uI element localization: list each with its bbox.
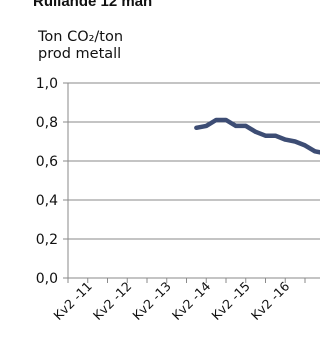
y-tick-label: 1,0 (36, 76, 58, 92)
y-tick-labels: 0,0 0,2 0,4 0,6 0,8 1,0 (36, 76, 58, 287)
x-tick-label: Kv2 -14 (169, 278, 214, 323)
axes (63, 82, 320, 283)
y-tick-label: 0,4 (36, 193, 58, 209)
series-line (194, 117, 320, 155)
x-tick-label: Kv2 -13 (129, 279, 174, 324)
y-tick-label: 0,6 (36, 154, 58, 170)
y-tick-label: 0,8 (36, 115, 58, 131)
chart-title: Rullande 12 mån (33, 0, 152, 10)
y-tick-label: 0,2 (36, 232, 58, 248)
data-point (243, 123, 248, 128)
data-point (303, 143, 307, 148)
data-point (214, 118, 219, 122)
data-point (224, 118, 228, 122)
data-point (204, 123, 209, 128)
data-point (194, 125, 199, 130)
data-point (253, 129, 258, 134)
data-point (233, 123, 238, 128)
series-layer (194, 117, 320, 155)
data-point (312, 149, 317, 154)
data-point (293, 139, 298, 144)
gridlines (68, 82, 320, 240)
data-point (283, 137, 288, 142)
x-tick-label: Kv2 -15 (208, 279, 253, 324)
y-axis-label-line-1: Ton CO₂/ton (37, 29, 123, 45)
data-point (263, 133, 268, 138)
data-point (273, 133, 278, 138)
x-tick-label: Kv2 -12 (90, 279, 135, 324)
y-tick-label: 0,0 (36, 271, 58, 287)
x-tick-label: Kv2 -16 (248, 278, 293, 323)
y-axis-label-line-2: prod metall (38, 46, 121, 62)
